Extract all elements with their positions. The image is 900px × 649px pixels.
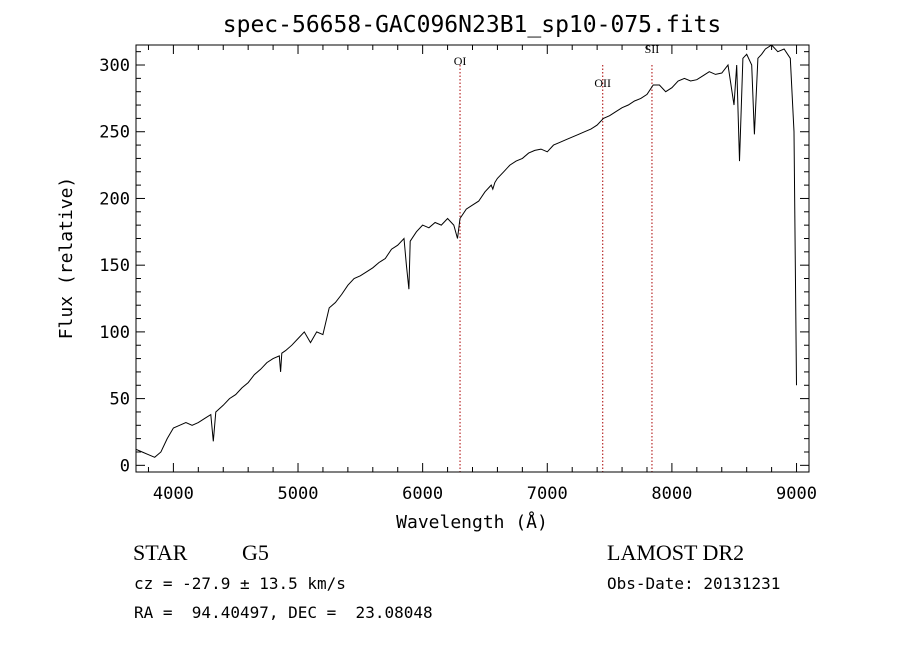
plot-area: OI OII SII [135,42,797,472]
x-tick-label: 7000 [527,484,568,504]
y-tick-label: 100 [99,323,130,343]
object-subclass: G5 [242,540,269,565]
x-tick-label: 6000 [402,484,443,504]
survey-name: LAMOST DR2 [607,540,745,565]
plot-frame [135,44,810,473]
x-tick-label: 5000 [278,484,319,504]
obs-date: Obs-Date: 20131231 [607,574,781,593]
redshift-value: cz = -27.9 ± 13.5 km/s [134,574,346,593]
y-tick-label: 50 [110,390,130,410]
object-class: STAR [133,540,188,565]
x-axis-label: Wavelength (Å) [396,511,548,533]
chart-title: spec-56658-GAC096N23B1_sp10-075.fits [223,12,722,38]
annotation-label: SII [645,42,660,56]
x-tick-label: 8000 [651,484,692,504]
annotation-label: OII [594,76,611,90]
coordinates: RA = 94.40497, DEC = 23.08048 [134,603,433,622]
y-tick-label: 0 [120,456,130,476]
y-tick-label: 250 [99,123,130,143]
y-axis-label: Flux (relative) [56,177,77,340]
y-tick-label: 200 [99,189,130,209]
x-tick-label: 9000 [776,484,817,504]
spectrum-line [135,44,797,458]
y-tick-label: 300 [99,56,130,76]
axis-ticks: 4000 5000 6000 7000 8000 9000 0 50 100 150 200 250 3… [99,45,817,504]
x-tick-label: 4000 [153,484,194,504]
y-tick-label: 150 [99,256,130,276]
annotation-label: OI [454,54,467,68]
